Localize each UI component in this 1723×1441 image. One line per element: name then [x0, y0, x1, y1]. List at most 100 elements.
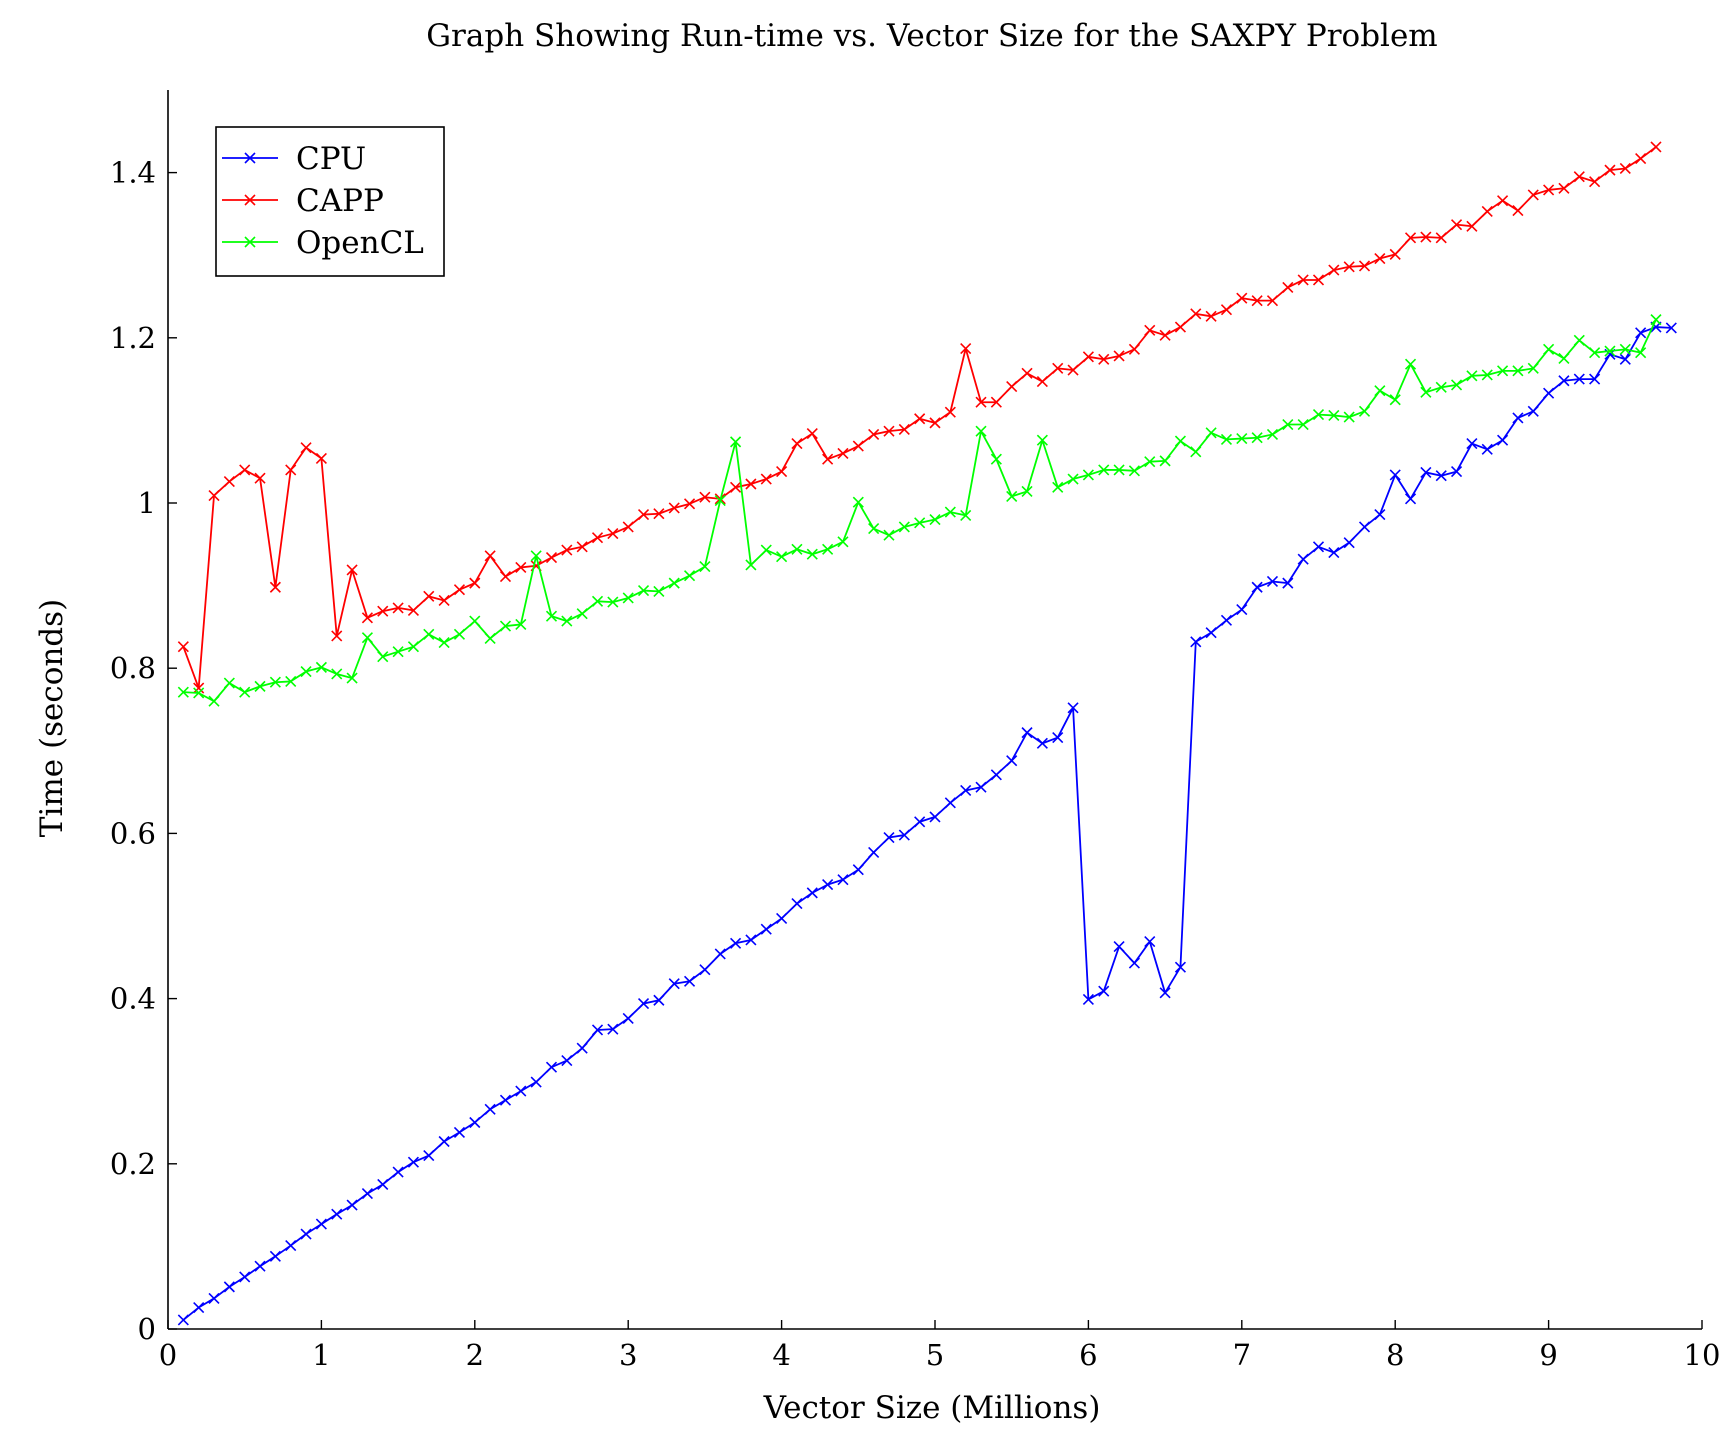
- data-point-cpu: [960, 784, 972, 797]
- data-point-opencl: [683, 570, 696, 582]
- data-point-capp: [361, 612, 373, 624]
- data-point-cpu: [1251, 581, 1263, 593]
- data-point-cpu: [377, 1178, 389, 1191]
- data-point-capp: [990, 396, 1002, 408]
- data-point-cpu: [453, 1126, 466, 1138]
- data-point-capp: [699, 491, 711, 503]
- data-point-capp: [1328, 264, 1340, 276]
- data-point-cpu: [1573, 373, 1585, 385]
- data-point-capp: [576, 541, 588, 553]
- x-tick-label: 1: [312, 1338, 330, 1372]
- data-point-capp: [1159, 329, 1171, 341]
- data-point-cpu: [622, 1012, 634, 1024]
- data-point-opencl: [438, 637, 450, 649]
- data-point-capp: [1297, 274, 1309, 286]
- y-tick-label: 0.2: [110, 1147, 156, 1181]
- data-point-cpu: [868, 846, 880, 858]
- data-point-opencl: [1113, 464, 1125, 476]
- data-point-capp: [423, 590, 435, 602]
- data-point-cpu: [315, 1218, 327, 1230]
- x-tick-label: 6: [1079, 1338, 1097, 1372]
- data-point-opencl: [1512, 365, 1524, 377]
- data-point-cpu: [653, 994, 665, 1006]
- data-point-opencl: [1159, 455, 1171, 467]
- data-point-capp: [346, 564, 358, 576]
- data-point-capp: [1404, 232, 1417, 244]
- data-point-opencl: [776, 551, 788, 563]
- data-point-capp: [469, 577, 481, 589]
- data-point-opencl: [1404, 358, 1417, 370]
- data-point-capp: [1420, 231, 1432, 243]
- data-point-opencl: [285, 675, 297, 687]
- data-point-opencl: [1312, 409, 1325, 421]
- data-point-cpu: [469, 1116, 481, 1129]
- data-point-opencl: [730, 436, 742, 448]
- data-point-cpu: [944, 797, 956, 809]
- data-point-capp: [1619, 162, 1631, 175]
- data-point-opencl: [1558, 352, 1570, 365]
- data-point-capp: [561, 544, 573, 556]
- data-point-cpu: [438, 1135, 450, 1148]
- data-point-opencl: [591, 595, 604, 607]
- data-point-capp: [545, 551, 558, 564]
- data-point-opencl: [315, 661, 327, 673]
- data-point-cpu: [1006, 755, 1018, 767]
- data-point-opencl: [1082, 469, 1094, 481]
- data-point-capp: [852, 440, 864, 452]
- data-point-capp: [1098, 353, 1110, 365]
- data-point-opencl: [1205, 427, 1217, 439]
- series-layer: [177, 141, 1677, 1326]
- data-point-opencl: [1021, 485, 1033, 498]
- data-point-opencl: [469, 615, 481, 627]
- data-point-opencl: [806, 548, 818, 560]
- data-point-cpu: [561, 1054, 573, 1067]
- data-point-capp: [1389, 248, 1401, 260]
- data-point-cpu: [1435, 470, 1447, 482]
- y-axis-label: Time (seconds): [34, 599, 70, 837]
- data-point-capp: [637, 508, 650, 521]
- data-point-capp: [914, 413, 926, 425]
- data-point-opencl: [239, 686, 251, 698]
- legend-label-capp: CAPP: [296, 183, 384, 219]
- data-point-capp: [607, 527, 619, 540]
- data-point-capp: [453, 584, 466, 596]
- data-point-cpu: [637, 997, 650, 1010]
- data-point-opencl: [929, 513, 941, 526]
- data-point-opencl: [545, 610, 558, 622]
- data-point-cpu: [1374, 508, 1386, 521]
- data-point-opencl: [1650, 314, 1662, 326]
- data-point-capp: [944, 406, 956, 418]
- data-point-capp: [1573, 171, 1585, 183]
- legend-label-cpu: CPU: [296, 141, 366, 177]
- data-point-capp: [515, 561, 527, 573]
- data-point-capp: [1466, 220, 1478, 232]
- series-line-cpu: [182, 326, 1672, 1321]
- data-point-capp: [960, 342, 972, 355]
- data-point-opencl: [361, 632, 373, 644]
- data-point-cpu: [1619, 353, 1631, 365]
- data-point-opencl: [561, 615, 573, 627]
- legend-marker-opencl: [244, 236, 256, 248]
- data-point-cpu: [914, 816, 926, 828]
- data-point-cpu: [1589, 373, 1601, 385]
- data-point-opencl: [1635, 347, 1647, 359]
- data-point-opencl: [392, 646, 404, 658]
- data-point-opencl: [1619, 343, 1631, 355]
- data-point-capp: [837, 447, 849, 460]
- data-point-cpu: [499, 1094, 512, 1106]
- data-point-capp: [760, 473, 772, 485]
- data-point-opencl: [1497, 365, 1509, 377]
- data-point-cpu: [545, 1061, 558, 1073]
- data-point-cpu: [699, 964, 711, 976]
- data-point-opencl: [576, 608, 588, 620]
- data-point-opencl: [898, 521, 910, 533]
- data-point-cpu: [1220, 614, 1233, 626]
- data-point-cpu: [346, 1199, 358, 1211]
- data-point-cpu: [1420, 466, 1432, 479]
- data-point-capp: [484, 550, 496, 562]
- data-point-opencl: [1144, 456, 1156, 468]
- data-point-capp: [1481, 205, 1493, 217]
- data-point-capp: [239, 464, 251, 476]
- data-point-opencl: [944, 506, 956, 518]
